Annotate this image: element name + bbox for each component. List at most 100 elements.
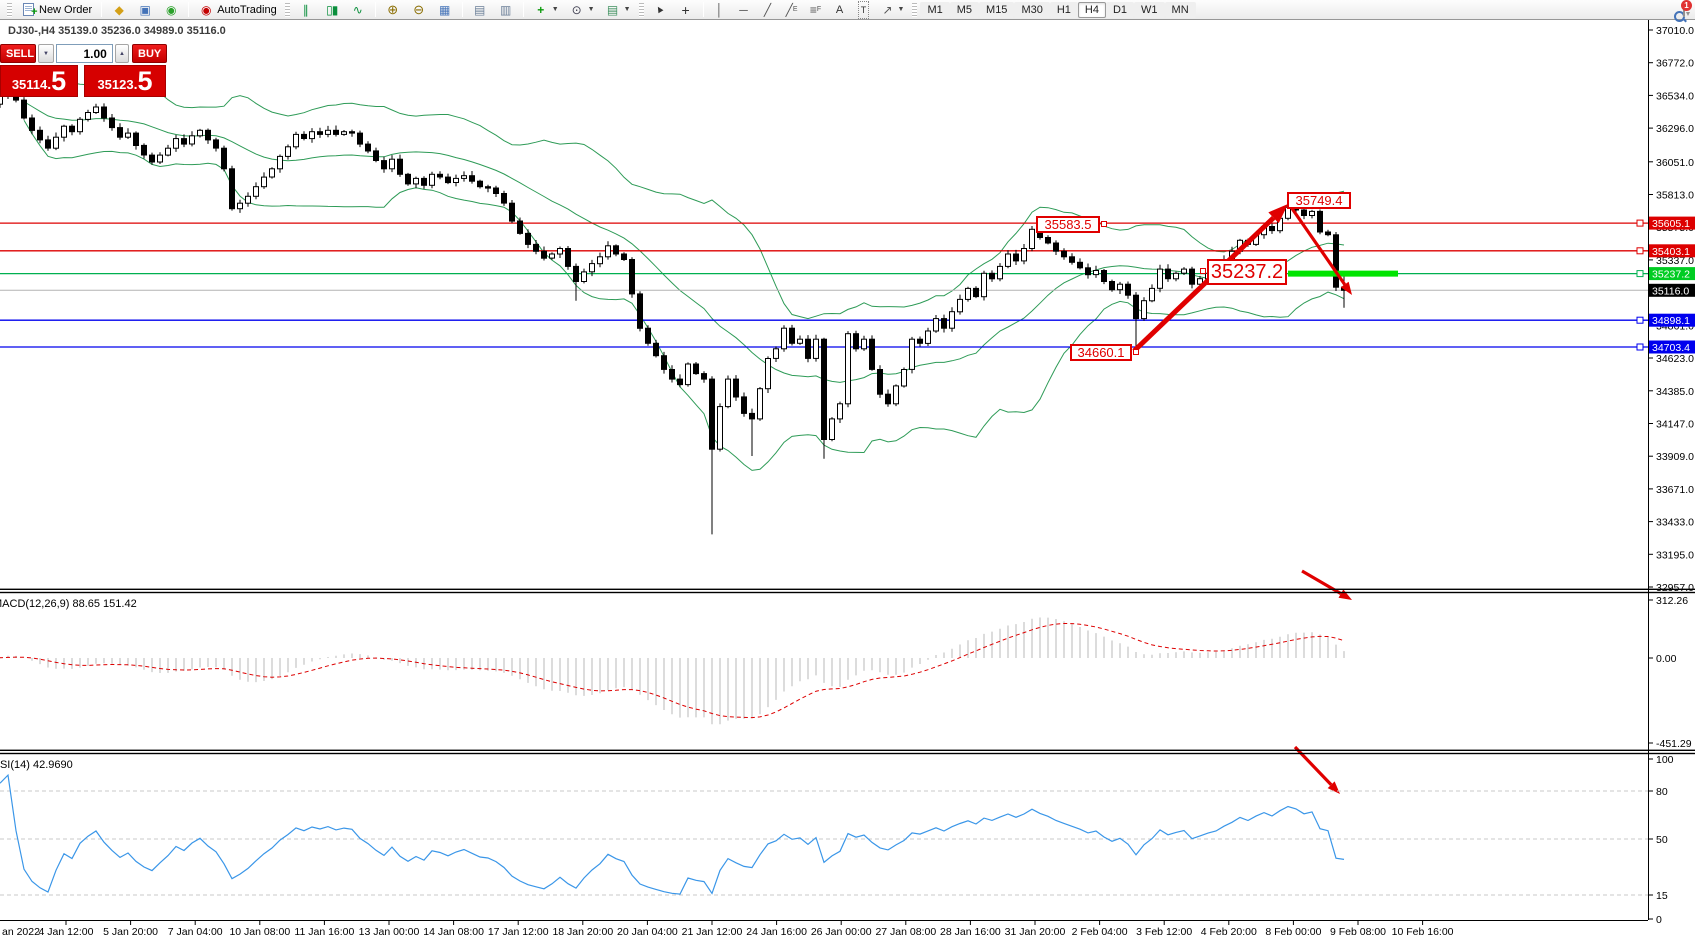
text-tool[interactable]: A <box>828 0 852 20</box>
add-indicator-button[interactable]: + ▼ <box>528 0 564 20</box>
price-badge <box>1649 216 1695 230</box>
text-label-icon: T <box>857 0 871 19</box>
signals-button[interactable]: ◉ <box>158 0 184 20</box>
svg-text:7 Jan 04:00: 7 Jan 04:00 <box>168 926 223 938</box>
vertical-line-tool[interactable]: │ <box>708 0 732 20</box>
tile-windows-button[interactable]: ▦ <box>432 0 458 20</box>
svg-text:33433.0: 33433.0 <box>1656 517 1694 529</box>
line-handle[interactable] <box>1636 219 1644 227</box>
autotrading-button[interactable]: ◉ AutoTrading <box>193 0 282 20</box>
tab-m5[interactable]: M5 <box>949 1 980 18</box>
cursor-icon: ▲ <box>652 1 667 17</box>
candlestick-chart-icon: ▯▮ <box>326 2 338 17</box>
horizontal-line-tool[interactable]: ─ <box>732 0 756 20</box>
horizontal-levels[interactable] <box>0 219 1648 351</box>
zoom-in-button[interactable]: ⊕ <box>380 0 406 20</box>
notification-badge: 1 <box>1681 0 1692 11</box>
templates-icon: ▤ <box>606 2 619 17</box>
trend-arrow[interactable] <box>1132 204 1288 353</box>
terminal-icon: ▣ <box>139 2 151 17</box>
price-callout[interactable]: 35237.2 <box>1207 259 1287 285</box>
notifications-button[interactable]: 1 <box>1681 0 1692 17</box>
zoom-out-button[interactable]: ⊖ <box>406 0 432 20</box>
tab-h1[interactable]: H1 <box>1049 1 1078 18</box>
cursor-tool-button[interactable]: ▲ <box>647 0 673 20</box>
toolbar-grip[interactable] <box>7 2 12 17</box>
periods-icon: ⊙ <box>571 2 582 17</box>
new-order-button[interactable]: New Order <box>15 0 97 20</box>
svg-text:37010.0: 37010.0 <box>1656 25 1694 37</box>
buy-price-int: 35123 <box>97 77 134 92</box>
volume-input[interactable] <box>55 44 113 63</box>
price-callout[interactable]: 34660.1 <box>1070 344 1132 361</box>
toolbar-grip[interactable] <box>638 2 644 17</box>
callout-anchor[interactable] <box>1200 268 1206 274</box>
callout-anchor[interactable] <box>1101 220 1107 227</box>
templates-button[interactable]: ▤ ▼ <box>600 0 636 20</box>
text-label-tool[interactable]: T <box>852 0 876 20</box>
tab-mn[interactable]: MN <box>1164 1 1196 18</box>
svg-text:17 Jan 12:00: 17 Jan 12:00 <box>488 926 549 938</box>
pane-divider[interactable] <box>0 752 1695 755</box>
volume-increase-button[interactable]: ▲ <box>114 44 129 63</box>
svg-text:27 Jan 08:00: 27 Jan 08:00 <box>875 926 936 938</box>
shapes-tool[interactable]: ↗ ▼ <box>876 0 910 20</box>
svg-text:20 Jan 04:00: 20 Jan 04:00 <box>617 926 678 938</box>
tab-h4[interactable]: H4 <box>1077 1 1106 18</box>
periods-button[interactable]: ⊙ ▼ <box>564 0 600 20</box>
fibonacci-icon: ≡ F <box>809 2 822 17</box>
channel-tool[interactable]: ╱ E <box>780 0 804 20</box>
line-handle[interactable] <box>1636 270 1644 278</box>
macd-pane: 312.26 0.00 -451.29 MACD(12,26,9) 88.65 151… <box>0 595 1692 750</box>
buy-price-display[interactable]: 35123. 5 <box>84 65 166 97</box>
auto-arrange-button[interactable]: ▤ <box>467 0 493 20</box>
candlestick-chart-button[interactable]: ▯▮ <box>319 0 345 20</box>
cascade-button[interactable]: ▥ <box>493 0 519 20</box>
line-handle[interactable] <box>1636 343 1644 351</box>
price-callout[interactable]: 35583.5 <box>1036 216 1100 233</box>
terminal-button[interactable]: ▣ <box>132 0 158 20</box>
svg-text:0.00: 0.00 <box>1656 653 1677 665</box>
tab-w1[interactable]: W1 <box>1134 1 1165 18</box>
arrange-a-icon: ▤ <box>474 2 486 17</box>
line-handle[interactable] <box>1636 316 1644 324</box>
tab-m30[interactable]: M30 <box>1014 1 1050 18</box>
price-axis[interactable]: 37010.0 36772.0 36534.0 36296.0 36051.0 35813… <box>1648 20 1695 920</box>
price-badge <box>1649 283 1695 297</box>
pane-divider[interactable] <box>0 749 1695 751</box>
price-callout[interactable]: 35749.4 <box>1287 192 1351 209</box>
svg-text:24 Jan 16:00: 24 Jan 16:00 <box>746 926 807 938</box>
sell-price-display[interactable]: 35114. 5 <box>0 65 78 97</box>
svg-text:5 Jan 20:00: 5 Jan 20:00 <box>103 926 158 938</box>
crosshair-tool-button[interactable]: + <box>673 0 699 20</box>
sell-button[interactable]: SELL <box>0 44 36 63</box>
fibonacci-tool[interactable]: ≡ F <box>804 0 828 20</box>
candles <box>0 86 1347 535</box>
svg-text:35116.0: 35116.0 <box>1652 285 1689 297</box>
svg-text:9 Feb 08:00: 9 Feb 08:00 <box>1330 926 1386 938</box>
volume-decrease-button[interactable]: ▼ <box>38 44 54 63</box>
svg-text:an 2022: an 2022 <box>2 926 40 938</box>
trend-arrow[interactable] <box>1301 569 1352 600</box>
buy-button[interactable]: BUY <box>132 44 167 63</box>
callout-anchor[interactable] <box>1133 348 1139 355</box>
tab-m1[interactable]: M1 <box>920 1 950 18</box>
pane-divider[interactable] <box>0 588 1695 590</box>
tab-d1[interactable]: D1 <box>1105 1 1135 18</box>
trendline-tool[interactable]: ╱ <box>756 0 780 20</box>
tab-m15[interactable]: M15 <box>979 1 1015 18</box>
toolbar-grip[interactable] <box>284 2 290 17</box>
line-chart-button[interactable]: ∿ <box>345 0 371 20</box>
bar-chart-button[interactable]: ∥ <box>293 0 319 20</box>
text-icon: A <box>835 3 844 16</box>
line-handle[interactable] <box>1636 247 1644 255</box>
trend-arrow[interactable] <box>1289 206 1352 295</box>
toolbar-grip[interactable] <box>912 2 918 17</box>
history-button[interactable]: ◆ <box>106 0 132 20</box>
svg-text:2 Feb 04:00: 2 Feb 04:00 <box>1072 926 1128 938</box>
pane-divider[interactable] <box>0 591 1695 594</box>
separator <box>374 2 376 17</box>
rsi-pane: 100 80 50 15 0 RSI(14) 42.9690 <box>0 754 1674 926</box>
